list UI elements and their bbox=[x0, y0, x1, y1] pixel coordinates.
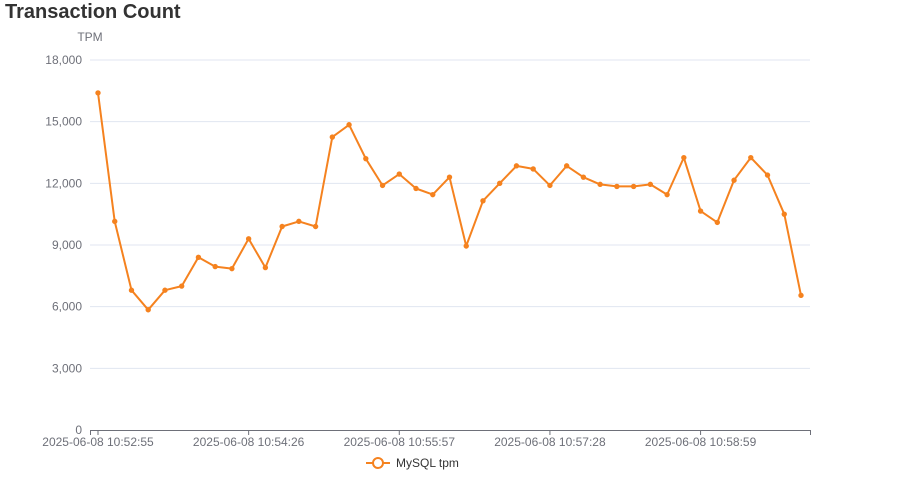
data-point[interactable] bbox=[95, 90, 101, 96]
data-point[interactable] bbox=[346, 122, 352, 128]
y-tick-label: 12,000 bbox=[45, 176, 82, 190]
data-point[interactable] bbox=[262, 264, 269, 271]
data-point[interactable] bbox=[731, 177, 737, 183]
data-point[interactable] bbox=[614, 183, 620, 190]
data-point[interactable] bbox=[764, 172, 771, 178]
data-point[interactable] bbox=[379, 182, 386, 189]
x-tick-label: 2025-06-08 10:55:57 bbox=[344, 435, 456, 449]
x-tick-label: 2025-06-08 10:57:28 bbox=[494, 435, 606, 449]
legend-label[interactable]: MySQL tpm bbox=[396, 456, 459, 470]
y-tick-label: 0 bbox=[75, 423, 82, 437]
data-point[interactable] bbox=[748, 154, 754, 161]
data-point[interactable] bbox=[446, 174, 453, 180]
data-point[interactable] bbox=[798, 292, 804, 299]
data-point[interactable] bbox=[396, 171, 402, 177]
data-point[interactable] bbox=[647, 181, 654, 188]
series-line bbox=[97, 92, 802, 311]
data-point[interactable] bbox=[178, 283, 185, 289]
grid-lines bbox=[90, 59, 810, 369]
data-point[interactable] bbox=[513, 163, 520, 169]
y-axis-label: TPM bbox=[77, 30, 102, 44]
y-tick-label: 9,000 bbox=[52, 238, 82, 252]
x-tick-label: 2025-06-08 10:52:55 bbox=[42, 435, 154, 449]
data-point[interactable] bbox=[697, 208, 704, 214]
y-tick-label: 15,000 bbox=[45, 115, 82, 129]
axes: 0 3,000 6,000 9,000 12,000 15,000 18,000 TPM 202… bbox=[42, 30, 811, 449]
data-point[interactable] bbox=[630, 183, 637, 190]
data-point[interactable] bbox=[430, 191, 436, 198]
data-point[interactable] bbox=[480, 198, 486, 204]
x-tick-label: 2025-06-08 10:58:59 bbox=[645, 435, 757, 449]
y-tick-label: 3,000 bbox=[52, 361, 82, 375]
data-point[interactable] bbox=[547, 182, 553, 189]
data-point[interactable] bbox=[112, 218, 118, 225]
data-point[interactable] bbox=[463, 243, 469, 249]
data-point[interactable] bbox=[530, 166, 536, 172]
data-point[interactable] bbox=[497, 180, 503, 187]
legend-marker-icon bbox=[372, 457, 384, 469]
chart-title: Transaction Count bbox=[5, 1, 181, 23]
data-point[interactable] bbox=[312, 223, 319, 230]
data-point[interactable] bbox=[195, 254, 202, 261]
data-point[interactable] bbox=[229, 265, 235, 272]
x-tick-label: 2025-06-08 10:54:26 bbox=[193, 435, 305, 449]
data-point[interactable] bbox=[296, 218, 302, 225]
data-point[interactable] bbox=[714, 219, 721, 226]
data-point[interactable] bbox=[145, 307, 151, 313]
data-point[interactable] bbox=[781, 211, 787, 217]
data-point[interactable] bbox=[664, 191, 670, 198]
data-point[interactable] bbox=[563, 163, 570, 169]
data-point[interactable] bbox=[329, 134, 336, 140]
data-point[interactable] bbox=[162, 287, 168, 293]
data-point[interactable] bbox=[128, 287, 135, 293]
data-point[interactable] bbox=[279, 223, 285, 230]
y-tick-label: 18,000 bbox=[45, 53, 82, 67]
data-point[interactable] bbox=[597, 181, 603, 188]
data-point[interactable] bbox=[413, 185, 419, 192]
legend[interactable]: MySQL tpm bbox=[366, 456, 459, 470]
y-tick-label: 6,000 bbox=[52, 300, 82, 314]
data-point[interactable] bbox=[212, 263, 218, 270]
series-layer bbox=[95, 90, 804, 313]
data-point[interactable] bbox=[681, 154, 687, 161]
data-point[interactable] bbox=[363, 155, 369, 162]
data-point[interactable] bbox=[245, 236, 252, 242]
data-point[interactable] bbox=[580, 174, 587, 180]
